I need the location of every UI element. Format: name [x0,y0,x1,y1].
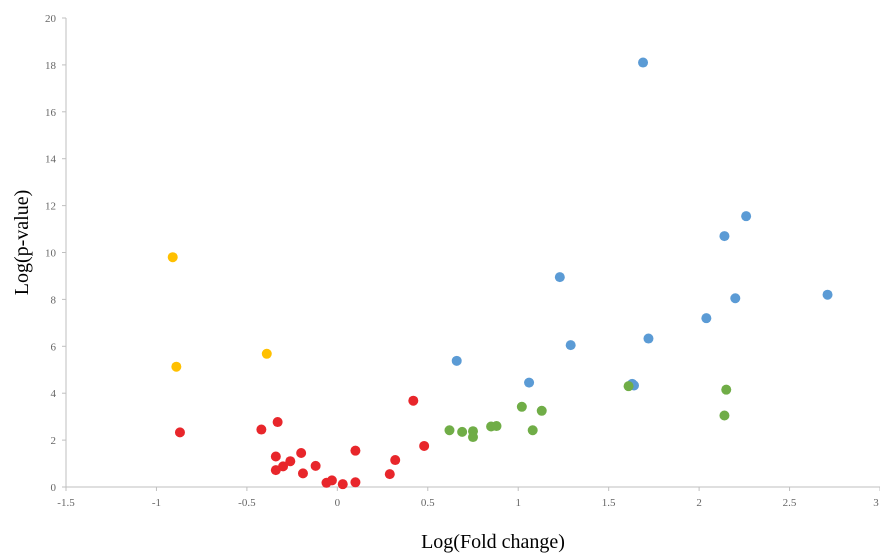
data-point [261,348,272,359]
y-tick-label: 12 [45,201,56,213]
x-tick-label: -0.5 [238,497,256,509]
data-point [337,479,348,490]
data-point [310,460,321,471]
data-point [643,333,654,344]
x-tick-label: 0 [335,497,341,509]
data-point [384,469,395,480]
y-tick-label: 2 [51,435,57,447]
y-tick-label: 20 [45,13,57,25]
x-tick-label: 2 [696,497,702,509]
data-point [527,425,538,436]
data-point [167,252,178,263]
data-point [491,421,502,432]
data-point [174,427,185,438]
y-tick-label: 18 [45,60,57,72]
data-point [638,57,649,68]
x-tick-label: -1.5 [57,497,75,509]
data-point [350,445,361,456]
data-point [171,361,182,372]
y-tick-label: 6 [51,341,57,353]
y-axis-ticks: 0 2 4 6 8 10 12 14 16 18 20 [45,13,66,494]
data-point [326,475,337,486]
data-point [468,432,478,443]
data-point [730,293,741,304]
data-point [390,455,401,466]
data-point [419,440,430,451]
data-point [270,465,281,476]
data-point [408,395,419,406]
data-point [721,384,732,395]
y-tick-label: 16 [45,107,57,119]
data-point [623,381,634,392]
data-point [516,401,527,412]
data-point [701,313,712,324]
data-point [296,447,307,458]
data-point [350,477,361,488]
x-axis-ticks: -1.5 -1 -0.5 0 0.5 1 1.5 2 2.5 3 [57,487,880,509]
axes [65,18,880,488]
data-point [451,355,462,366]
data-point [285,456,296,467]
y-tick-label: 4 [51,388,57,400]
x-tick-label: -1 [152,497,161,509]
x-tick-label: 0.5 [421,497,435,509]
data-point [270,451,281,462]
data-point [457,426,468,437]
data-point [565,340,576,351]
data-point [256,424,267,435]
data-point [297,468,308,479]
y-axis-title: Log(p-value) [11,190,33,296]
data-point [719,410,730,421]
data-point [741,211,752,222]
x-axis-title: Log(Fold change) [421,531,565,553]
x-tick-label: 1.5 [602,497,616,509]
data-point [719,231,730,242]
y-tick-label: 8 [51,294,57,306]
data-points [167,57,833,490]
data-point [822,289,833,300]
data-point [272,417,283,428]
data-point [554,272,565,283]
data-point [444,425,455,436]
y-tick-label: 0 [51,482,57,494]
data-point [536,405,547,416]
y-tick-label: 14 [45,154,57,166]
x-tick-label: 2.5 [783,497,797,509]
x-tick-label: 1 [515,497,521,509]
y-tick-label: 10 [45,248,57,260]
data-point [524,377,535,388]
x-tick-label: 3 [873,497,879,509]
